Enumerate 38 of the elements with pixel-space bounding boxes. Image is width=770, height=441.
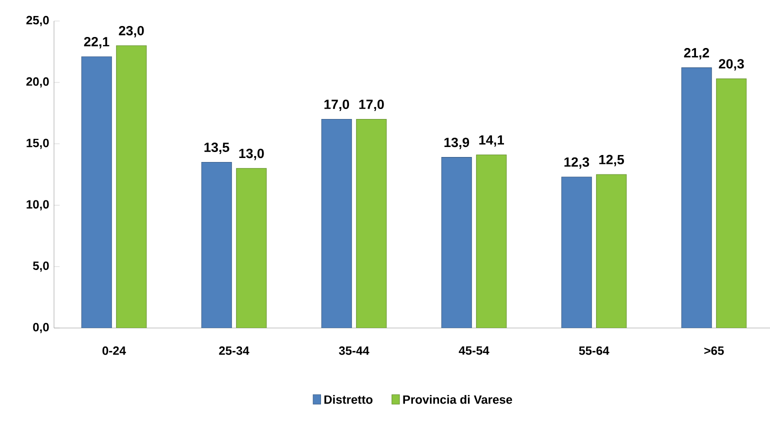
y-tick-label: 0,0 xyxy=(33,322,49,334)
x-tick-label: 45-54 xyxy=(458,346,490,355)
y-tick-label: 25,0 xyxy=(26,16,49,26)
bar xyxy=(201,162,232,328)
y-tick-label: 5,0 xyxy=(32,261,49,272)
bar xyxy=(441,157,472,328)
data-label: 13,0 xyxy=(239,148,264,160)
x-tick-label: >65 xyxy=(704,346,724,355)
bar xyxy=(356,118,387,328)
legend-label: Provincia di Varese xyxy=(403,395,512,404)
y-tick-label: 10,0 xyxy=(26,200,49,210)
bar xyxy=(236,168,267,328)
bar xyxy=(681,67,712,328)
x-tick-label: 55-64 xyxy=(579,346,610,355)
bar xyxy=(596,174,627,328)
bar xyxy=(716,78,747,328)
y-tick-label: 15,0 xyxy=(26,138,49,149)
data-label: 17,0 xyxy=(359,100,384,111)
bar xyxy=(476,154,507,328)
data-label: 22,1 xyxy=(84,36,110,48)
y-tick-label: 20,0 xyxy=(26,77,49,88)
x-tick-label: 25-34 xyxy=(219,346,250,355)
bar xyxy=(321,118,352,328)
data-label: 12,3 xyxy=(564,157,590,169)
x-tick-label: 35-44 xyxy=(338,346,370,355)
data-label: 17,0 xyxy=(324,100,350,111)
legend-label: Distretto xyxy=(324,395,372,404)
x-tick-label: 0-24 xyxy=(102,346,126,355)
data-label: 23,0 xyxy=(118,26,144,38)
data-label: 20,3 xyxy=(718,59,744,70)
bar xyxy=(81,56,112,328)
data-label: 12,5 xyxy=(599,154,624,166)
bar xyxy=(561,176,592,328)
bar xyxy=(116,45,147,328)
data-label: 13,9 xyxy=(444,138,470,150)
data-label: 13,5 xyxy=(204,142,230,154)
data-label: 14,1 xyxy=(479,135,504,147)
data-label: 21,2 xyxy=(684,48,710,60)
